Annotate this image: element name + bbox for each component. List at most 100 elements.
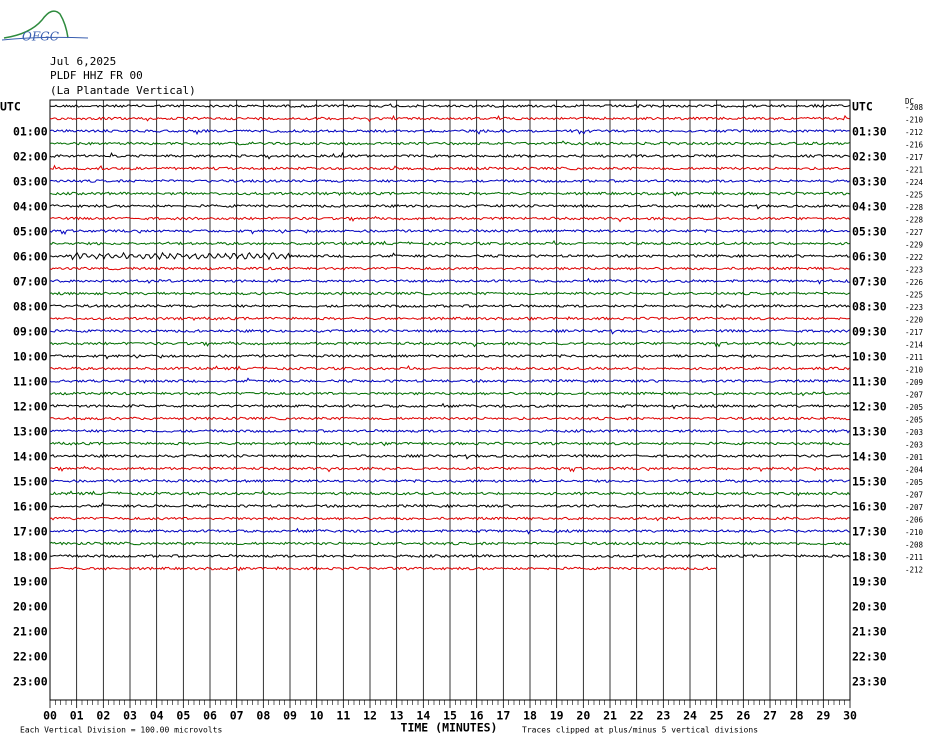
x-tick-label: 13: [390, 709, 404, 723]
trace: [49, 316, 850, 322]
hour-label: 22:00: [13, 650, 48, 664]
trace: [49, 164, 850, 171]
trace: [49, 251, 850, 261]
hour-label: 19:00: [13, 575, 48, 589]
x-tick-label: 10: [310, 709, 324, 723]
clip-note: Traces clipped at plus/minus 5 vertical …: [522, 726, 758, 735]
half-hour-label: 18:30: [852, 550, 887, 564]
hour-label: 02:00: [13, 150, 48, 164]
half-hour-label: 11:30: [852, 375, 887, 389]
dc-header: DC: [905, 97, 914, 106]
x-tick-label: 07: [230, 709, 244, 723]
trace: [49, 391, 850, 397]
trace: [49, 291, 850, 296]
half-hour-label: 02:30: [852, 150, 887, 164]
date: Jul 6,2025: [50, 55, 116, 68]
dc-offset: -212: [905, 128, 923, 137]
dc-offset: -206: [905, 516, 924, 525]
x-tick-label: 08: [256, 709, 270, 723]
dc-offset: -205: [905, 403, 923, 412]
dc-offset: -221: [905, 166, 923, 175]
dc-offset: -228: [905, 216, 924, 225]
x-tick-label: 00: [43, 709, 57, 723]
dc-offset: -210: [905, 116, 924, 125]
half-hour-label: 03:30: [852, 175, 887, 189]
scale-note: Each Vertical Division = 100.00 microvol…: [20, 726, 222, 735]
dc-offset: -214: [905, 341, 924, 350]
x-tick-label: 15: [443, 709, 457, 723]
x-tick-label: 09: [283, 709, 297, 723]
hour-label: 06:00: [13, 250, 48, 264]
trace: [49, 191, 850, 197]
x-tick-label: 19: [550, 709, 564, 723]
dc-offset: -209: [905, 378, 923, 387]
x-tick-label: 16: [470, 709, 484, 723]
half-hour-label: 06:30: [852, 250, 887, 264]
dc-offset: -204: [905, 466, 924, 475]
dc-offset: -208: [905, 103, 924, 112]
trace: [49, 215, 850, 223]
trace: [49, 179, 850, 184]
dc-offset: -217: [905, 328, 923, 337]
dc-offset: -201: [905, 453, 923, 462]
dc-offset: -226: [905, 278, 924, 287]
logo: OFGC: [22, 30, 59, 44]
trace: [49, 377, 850, 384]
hour-label: 05:00: [13, 225, 48, 239]
trace: [49, 340, 850, 348]
hour-label: 13:00: [13, 425, 48, 439]
dc-offset: -207: [905, 391, 923, 400]
trace: [49, 453, 850, 460]
hour-label: 03:00: [13, 175, 48, 189]
trace: [49, 516, 850, 522]
half-hour-label: 07:30: [852, 275, 887, 289]
half-hour-label: 15:30: [852, 475, 887, 489]
hour-label: 21:00: [13, 625, 48, 639]
x-tick-label: 03: [123, 709, 137, 723]
x-tick-label: 21: [603, 709, 617, 723]
hour-label: 15:00: [13, 475, 48, 489]
hour-label: 01:00: [13, 125, 48, 139]
dc-offset: -207: [905, 491, 923, 500]
dc-offset: -220: [905, 316, 924, 325]
half-hour-label: 05:30: [852, 225, 887, 239]
x-tick-label: 14: [416, 709, 430, 723]
dc-offset: -212: [905, 566, 923, 575]
x-tick-label: 24: [683, 709, 697, 723]
dc-offset: -223: [905, 266, 923, 275]
trace: [49, 541, 850, 546]
dc-offset: -205: [905, 478, 923, 487]
trace: [49, 114, 850, 123]
x-tick-label: 18: [523, 709, 537, 723]
trace: [49, 465, 850, 473]
hour-label: 16:00: [13, 500, 48, 514]
location: (La Plantade Vertical): [50, 84, 196, 97]
dc-offset: -203: [905, 428, 923, 437]
x-tick-label: 22: [630, 709, 644, 723]
trace: [49, 277, 850, 285]
trace: [49, 151, 850, 160]
hour-label: 08:00: [13, 300, 48, 314]
x-tick-label: 23: [656, 709, 670, 723]
dc-offset: -207: [905, 503, 923, 512]
trace: [49, 364, 850, 371]
hour-label: UTC: [0, 100, 21, 114]
trace: [49, 353, 850, 360]
x-tick-label: 20: [576, 709, 590, 723]
x-tick-label: 02: [96, 709, 110, 723]
trace: [49, 203, 850, 210]
trace: [49, 489, 850, 497]
x-tick-label: 05: [176, 709, 190, 723]
trace: [49, 566, 717, 572]
half-hour-label: 12:30: [852, 400, 887, 414]
x-tick-label: 17: [496, 709, 510, 723]
dc-offset: -210: [905, 528, 924, 537]
trace: [49, 402, 850, 410]
hour-label: 09:00: [13, 325, 48, 339]
half-hour-label: 20:30: [852, 600, 887, 614]
trace: [49, 478, 850, 483]
dc-offset: -208: [905, 541, 924, 550]
half-hour-label: 21:30: [852, 625, 887, 639]
trace: [49, 416, 850, 421]
